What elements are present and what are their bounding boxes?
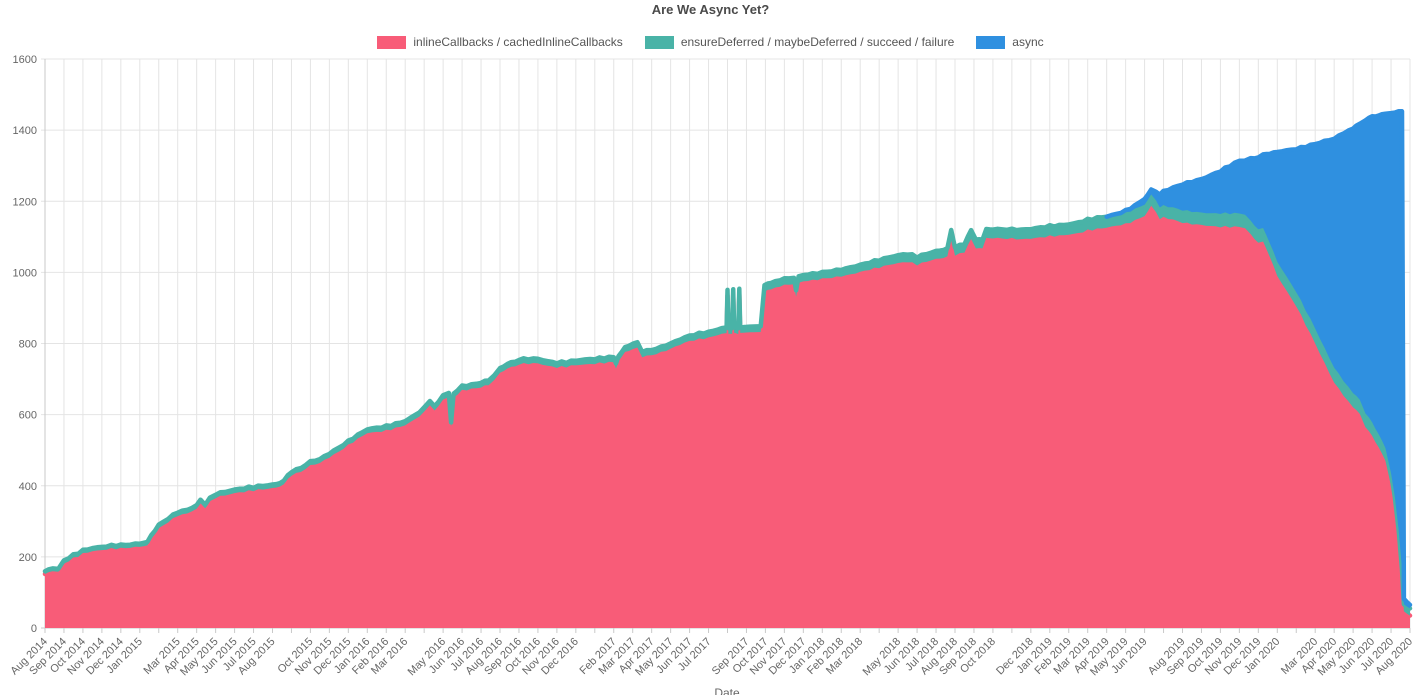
y-tick-label: 1000	[13, 267, 37, 279]
y-tick-label: 400	[19, 481, 37, 493]
area-inlinecallbacks[interactable]	[45, 205, 1410, 629]
y-tick-label: 800	[19, 339, 37, 351]
legend-swatch-pink-icon	[377, 35, 407, 49]
line-async	[1104, 109, 1413, 608]
area-async[interactable]	[1106, 111, 1410, 609]
y-tick-label: 1200	[13, 196, 37, 208]
legend-label: async	[1012, 35, 1044, 49]
y-tick-label: 1400	[13, 125, 37, 137]
legend-item-async[interactable]: async	[976, 35, 1044, 49]
legend-label: inlineCallbacks / cachedInlineCallbacks	[413, 35, 623, 49]
y-tick-label: 0	[31, 623, 37, 635]
y-tick-label: 200	[19, 552, 37, 564]
legend-swatch-blue-icon	[976, 35, 1006, 49]
x-axis-title: Date	[714, 686, 740, 695]
chart-title: Are We Async Yet?	[651, 2, 770, 17]
legend: inlineCallbacks / cachedInlineCallbacks …	[0, 35, 1421, 49]
legend-swatch-teal-icon	[644, 35, 674, 49]
legend-label: ensureDeferred / maybeDeferred / succeed…	[680, 35, 955, 49]
y-tick-label: 1600	[13, 54, 37, 66]
legend-item-inlinecallbacks[interactable]: inlineCallbacks / cachedInlineCallbacks	[377, 35, 623, 49]
legend-item-ensuredeferred[interactable]: ensureDeferred / maybeDeferred / succeed…	[644, 35, 955, 49]
y-tick-label: 600	[19, 410, 37, 422]
